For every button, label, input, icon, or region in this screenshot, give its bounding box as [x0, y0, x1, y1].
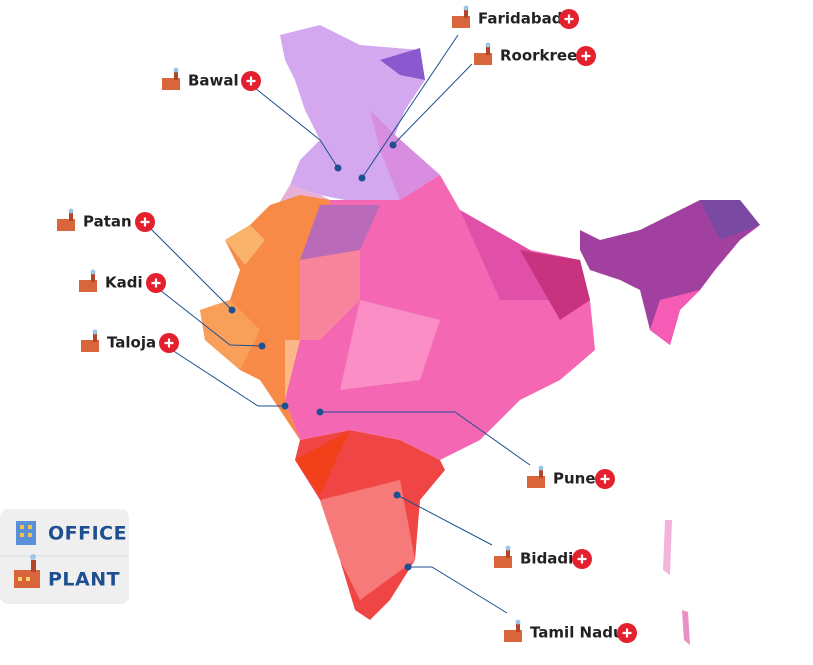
- plant-icon: [14, 554, 40, 588]
- plus-sign: [164, 338, 174, 348]
- plus-button[interactable]: [595, 469, 615, 489]
- icon-smoke: [505, 545, 511, 551]
- location-label: Kadi: [105, 274, 143, 292]
- icon-smoke: [68, 208, 74, 214]
- plus-button[interactable]: [159, 333, 179, 353]
- plus-button[interactable]: [559, 9, 579, 29]
- office-icon: [16, 521, 36, 545]
- icon-chimney: [506, 549, 510, 558]
- location-dot: [389, 141, 397, 149]
- plant-icon: [162, 67, 180, 90]
- icon-body: [504, 630, 522, 642]
- icon-chimney: [486, 46, 490, 55]
- icon-chimney: [539, 469, 543, 478]
- location-label: Bawal: [188, 72, 239, 90]
- connector: [392, 63, 473, 146]
- plant-icon: [527, 465, 545, 488]
- location-dot: [404, 563, 412, 571]
- plant-icon: [452, 5, 470, 28]
- plant-icon: [81, 329, 99, 352]
- icon-body: [474, 53, 492, 65]
- icon-chimney: [93, 333, 97, 342]
- icon-body: [57, 219, 75, 231]
- icon-body: [162, 78, 180, 90]
- location-dot: [334, 164, 342, 172]
- plus-sign: [577, 554, 587, 564]
- plant-icon: [504, 619, 522, 642]
- icon-body: [527, 476, 545, 488]
- plus-sign: [581, 51, 591, 61]
- plus-button[interactable]: [135, 212, 155, 232]
- plant-icon: [494, 545, 512, 568]
- location-dot: [281, 402, 289, 410]
- location-label: Tamil Nadu: [530, 624, 624, 642]
- plus-button[interactable]: [146, 273, 166, 293]
- icon-smoke: [173, 67, 179, 73]
- plus-button[interactable]: [576, 46, 596, 66]
- legend-plant: PLANT: [48, 569, 120, 591]
- connector: [159, 289, 263, 347]
- location-dot: [258, 342, 266, 350]
- location-label: Patan: [83, 213, 132, 231]
- plus-sign: [564, 14, 574, 24]
- connector: [171, 349, 285, 407]
- plant-icon: [79, 269, 97, 292]
- plus-sign: [140, 217, 150, 227]
- plus-button[interactable]: [572, 549, 592, 569]
- icon-body: [452, 16, 470, 28]
- plant-icon: [57, 208, 75, 231]
- legend: OFFICE PLANT: [0, 509, 129, 604]
- icon-chimney: [69, 212, 73, 221]
- plus-sign: [622, 628, 632, 638]
- connector: [149, 227, 233, 311]
- icon-body: [81, 340, 99, 352]
- location-dot: [316, 408, 324, 416]
- icon-smoke: [90, 269, 96, 275]
- connector: [396, 494, 493, 546]
- map-shape: [200, 25, 760, 645]
- plus-sign: [151, 278, 161, 288]
- plant-icon: [474, 42, 492, 65]
- location-label: Roorkree: [500, 47, 577, 65]
- connector: [254, 87, 339, 169]
- location-label: Pune: [553, 470, 596, 488]
- plus-sign: [600, 474, 610, 484]
- icon-chimney: [464, 9, 468, 18]
- connector-lines: [149, 34, 531, 614]
- location-dot: [393, 491, 401, 499]
- connector: [320, 411, 531, 466]
- connector: [361, 34, 459, 179]
- icon-smoke: [92, 329, 98, 335]
- icon-smoke: [538, 465, 544, 471]
- legend-office: OFFICE: [48, 523, 127, 545]
- icon-chimney: [174, 71, 178, 80]
- connector: [408, 566, 508, 614]
- icon-chimney: [91, 273, 95, 282]
- icon-smoke: [485, 42, 491, 48]
- location-dot: [358, 174, 366, 182]
- icon-smoke: [463, 5, 469, 11]
- location-label: Taloja: [107, 334, 156, 352]
- icon-smoke: [515, 619, 521, 625]
- plus-button[interactable]: [241, 71, 261, 91]
- location-dot: [228, 306, 236, 314]
- icon-body: [79, 280, 97, 292]
- location-label: Bidadi: [520, 550, 573, 568]
- icon-body: [494, 556, 512, 568]
- plus-button[interactable]: [617, 623, 637, 643]
- location-label: Faridabad: [478, 10, 563, 28]
- location-labels: Faridabad Roorkree Bawal Patan Kadi Taloja Pun…: [57, 5, 637, 643]
- icon-chimney: [516, 623, 520, 632]
- plus-sign: [246, 76, 256, 86]
